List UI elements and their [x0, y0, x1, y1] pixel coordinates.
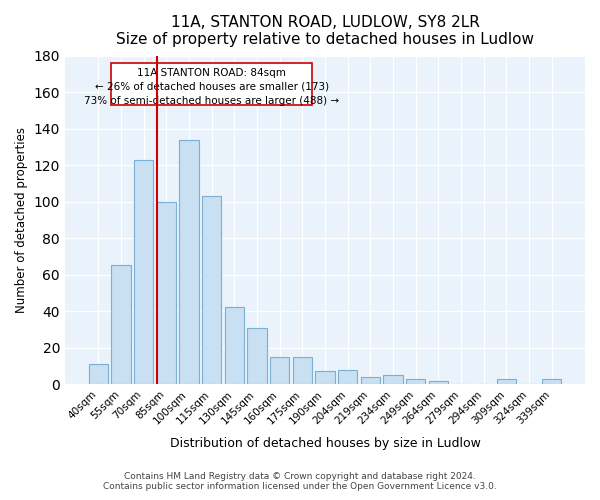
- Text: 73% of semi-detached houses are larger (488) →: 73% of semi-detached houses are larger (…: [84, 96, 339, 106]
- Y-axis label: Number of detached properties: Number of detached properties: [15, 127, 28, 313]
- Bar: [383, 375, 403, 384]
- Bar: [202, 196, 221, 384]
- Bar: [361, 377, 380, 384]
- Text: ← 26% of detached houses are smaller (173): ← 26% of detached houses are smaller (17…: [95, 82, 329, 92]
- Bar: [157, 202, 176, 384]
- Bar: [406, 378, 425, 384]
- Bar: [179, 140, 199, 384]
- Bar: [270, 357, 289, 384]
- Text: Contains HM Land Registry data © Crown copyright and database right 2024.
Contai: Contains HM Land Registry data © Crown c…: [103, 472, 497, 491]
- Bar: [111, 266, 131, 384]
- Bar: [497, 378, 516, 384]
- Bar: [134, 160, 153, 384]
- Bar: [542, 378, 562, 384]
- Bar: [338, 370, 357, 384]
- Bar: [89, 364, 108, 384]
- Bar: [293, 357, 312, 384]
- Bar: [429, 380, 448, 384]
- Bar: [224, 308, 244, 384]
- Bar: [247, 328, 266, 384]
- X-axis label: Distribution of detached houses by size in Ludlow: Distribution of detached houses by size …: [170, 437, 481, 450]
- Bar: [110, 63, 313, 105]
- Bar: [316, 372, 335, 384]
- Title: 11A, STANTON ROAD, LUDLOW, SY8 2LR
Size of property relative to detached houses : 11A, STANTON ROAD, LUDLOW, SY8 2LR Size …: [116, 15, 534, 48]
- Text: 11A STANTON ROAD: 84sqm: 11A STANTON ROAD: 84sqm: [137, 68, 286, 78]
